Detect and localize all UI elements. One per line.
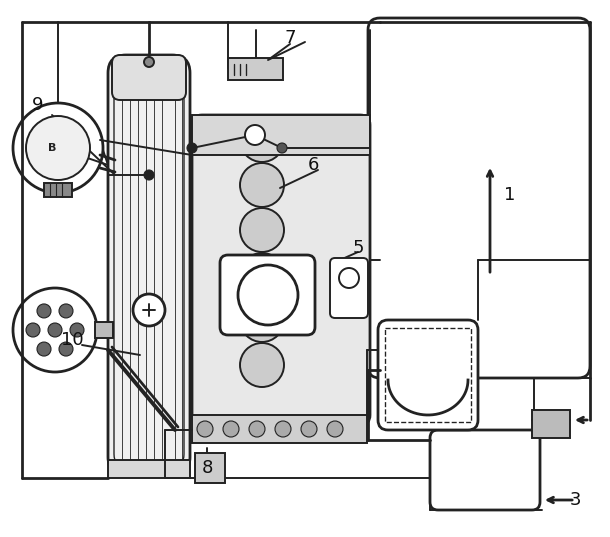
Bar [195,453,225,483]
Text: B: B [48,143,56,153]
Text: 1: 1 [504,186,515,204]
Bar [192,415,367,443]
Bar [228,58,283,80]
FancyBboxPatch shape [112,55,186,100]
Circle shape [223,421,239,437]
Circle shape [275,421,291,437]
FancyBboxPatch shape [378,320,478,430]
Circle shape [327,421,343,437]
Text: 5: 5 [352,239,364,257]
Circle shape [13,288,97,372]
Circle shape [240,253,284,297]
Text: 10: 10 [60,331,84,349]
Circle shape [13,103,103,193]
Circle shape [144,57,154,67]
Circle shape [37,304,51,318]
Bar [192,115,370,155]
Circle shape [240,163,284,207]
Circle shape [339,268,359,288]
Circle shape [301,421,317,437]
Bar [385,328,471,422]
Circle shape [59,304,73,318]
Text: 9: 9 [32,96,44,114]
FancyBboxPatch shape [330,258,368,318]
Circle shape [26,323,40,337]
FancyBboxPatch shape [108,55,190,475]
Circle shape [187,143,197,153]
Text: 6: 6 [307,156,318,174]
Circle shape [245,125,265,145]
Bar [95,322,113,338]
Text: 8: 8 [201,459,213,477]
Circle shape [133,294,165,326]
Circle shape [197,421,213,437]
Bar [44,183,72,197]
FancyBboxPatch shape [192,115,370,425]
Circle shape [70,323,84,337]
Circle shape [240,208,284,252]
FancyBboxPatch shape [368,18,590,378]
Bar [532,410,570,438]
Text: 7: 7 [284,29,296,47]
Circle shape [26,116,90,180]
Circle shape [48,323,62,337]
Bar [108,460,190,478]
Circle shape [249,421,265,437]
Circle shape [240,118,284,162]
Circle shape [277,143,287,153]
Circle shape [37,342,51,356]
Text: 3: 3 [569,491,581,509]
FancyBboxPatch shape [430,430,540,510]
Circle shape [59,342,73,356]
Circle shape [144,170,154,180]
Circle shape [238,265,298,325]
FancyBboxPatch shape [220,255,315,335]
Circle shape [240,343,284,387]
Circle shape [240,298,284,342]
